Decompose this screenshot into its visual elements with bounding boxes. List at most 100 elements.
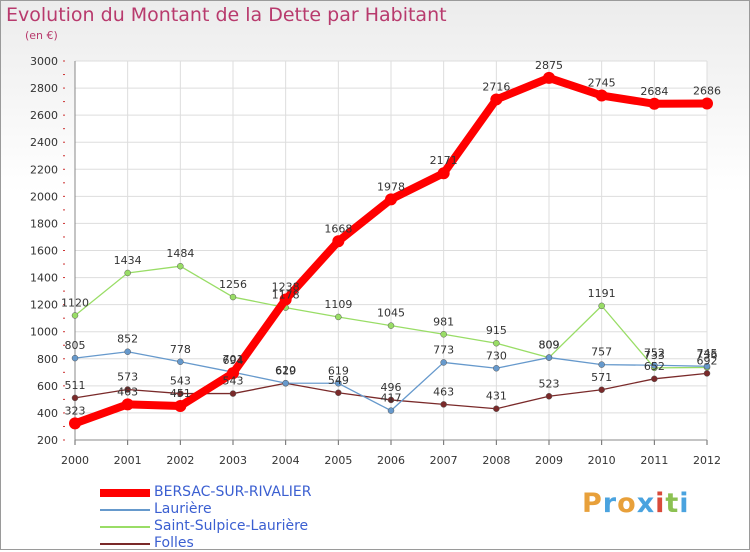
data-point-folles	[71, 394, 79, 402]
x-tick-label: 2001	[114, 454, 142, 467]
data-point-lauriere	[545, 354, 553, 361]
y-tick-label: 1200	[30, 299, 58, 312]
data-point-saint-sulpice	[229, 293, 237, 301]
data-point-saint-sulpice	[387, 322, 395, 329]
data-point-saint-sulpice	[335, 313, 342, 321]
data-label-saint-sulpice: 1178	[272, 289, 300, 302]
y-tick-label: 2400	[30, 136, 58, 149]
data-label-folles: 543	[223, 375, 244, 388]
data-label-lauriere: 417	[381, 392, 402, 405]
legend-label-saint-sulpice: Saint-Sulpice-Laurière	[154, 518, 309, 534]
y-tick-label: 200	[37, 434, 58, 447]
data-label-lauriere: 620	[275, 364, 296, 377]
data-point-lauriere	[124, 348, 131, 355]
legend-swatch-lauriere	[100, 509, 150, 511]
y-tick-label: 600	[37, 380, 58, 393]
data-point-lauriere	[651, 362, 658, 369]
data-label-lauriere: 701	[223, 353, 244, 366]
data-label-saint-sulpice: 1484	[166, 247, 194, 260]
data-point-lauriere	[493, 365, 500, 372]
proxiti-logo: Proxiti	[582, 488, 690, 519]
data-label-folles: 692	[697, 354, 718, 367]
x-tick-label: 2002	[166, 454, 194, 467]
y-tick-label: 2000	[30, 190, 58, 203]
x-tick-label: 2009	[535, 454, 563, 467]
data-label-bersac: 694	[223, 354, 244, 367]
y-tick-label: 1000	[30, 326, 58, 339]
y-tick-label: 1400	[30, 272, 58, 285]
data-point-saint-sulpice	[493, 339, 500, 347]
data-label-bersac: 2171	[430, 154, 458, 167]
data-label-saint-sulpice: 733	[644, 349, 665, 362]
data-point-saint-sulpice	[71, 312, 79, 319]
y-tick-label: 1600	[30, 245, 58, 258]
x-tick-label: 2006	[377, 454, 405, 467]
data-point-bersac	[385, 193, 397, 206]
data-point-folles	[387, 396, 395, 404]
data-label-saint-sulpice: 1109	[324, 298, 352, 311]
data-label-bersac: 2716	[482, 80, 510, 93]
data-label-bersac: 451	[170, 387, 191, 400]
data-label-saint-sulpice: 736	[697, 348, 718, 361]
data-label-folles: 463	[433, 385, 454, 398]
data-point-lauriere	[598, 361, 605, 368]
legend-swatch-saint-sulpice	[100, 526, 150, 528]
data-label-folles: 543	[170, 375, 191, 388]
data-label-lauriere: 752	[644, 346, 665, 359]
data-point-folles	[493, 405, 500, 412]
data-label-bersac: 2745	[588, 77, 616, 90]
legend-label-folles: Folles	[154, 535, 194, 551]
data-point-bersac	[490, 93, 503, 106]
data-label-folles: 496	[381, 381, 402, 394]
data-label-folles: 652	[644, 360, 665, 373]
data-label-saint-sulpice: 1120	[61, 296, 89, 309]
data-label-lauriere: 757	[591, 346, 612, 359]
data-label-lauriere: 745	[697, 347, 718, 360]
data-point-lauriere	[282, 379, 289, 387]
x-tick-label: 2012	[693, 454, 721, 467]
data-label-folles: 549	[328, 374, 349, 387]
data-label-saint-sulpice: 1256	[219, 278, 247, 291]
data-point-bersac	[595, 89, 608, 102]
data-point-bersac	[279, 293, 292, 306]
legend-swatch-folles	[100, 543, 150, 545]
data-point-folles	[177, 390, 184, 397]
data-label-folles: 431	[486, 390, 507, 403]
data-label-saint-sulpice: 915	[486, 324, 507, 337]
data-point-bersac	[648, 97, 661, 110]
data-point-lauriere	[177, 358, 184, 366]
y-tick-label: 400	[37, 407, 58, 420]
data-point-folles	[703, 370, 711, 377]
y-tick-label: 800	[37, 353, 58, 366]
data-label-bersac: 2684	[640, 85, 668, 98]
data-label-bersac: 323	[65, 404, 86, 417]
x-tick-label: 2008	[482, 454, 510, 467]
data-label-lauriere: 730	[486, 349, 507, 362]
data-label-lauriere: 809	[539, 339, 560, 352]
y-tick-label: 2600	[30, 109, 58, 122]
data-point-folles	[598, 386, 605, 394]
y-tick-label: 3000	[30, 55, 58, 68]
x-tick-label: 2005	[324, 454, 352, 467]
data-point-saint-sulpice	[440, 331, 447, 338]
y-tick-label: 2200	[30, 163, 58, 176]
data-point-bersac	[174, 400, 187, 413]
data-point-bersac	[332, 235, 345, 248]
data-point-folles	[651, 375, 658, 383]
data-point-bersac	[701, 97, 713, 110]
data-label-saint-sulpice: 1191	[588, 287, 616, 300]
data-label-folles: 511	[65, 379, 86, 392]
data-label-folles: 619	[275, 364, 296, 377]
data-point-saint-sulpice	[124, 269, 131, 277]
data-point-folles	[545, 393, 553, 400]
data-point-lauriere	[440, 359, 447, 366]
data-label-saint-sulpice: 809	[539, 339, 560, 352]
data-label-bersac: 2875	[535, 59, 563, 72]
y-tick-label: 1800	[30, 217, 58, 230]
legend-label-lauriere: Laurière	[154, 501, 212, 517]
data-label-lauriere: 778	[170, 343, 191, 356]
data-point-bersac	[121, 398, 134, 411]
data-point-folles	[229, 390, 237, 397]
data-point-lauriere	[387, 407, 395, 414]
x-tick-label: 2007	[430, 454, 458, 467]
